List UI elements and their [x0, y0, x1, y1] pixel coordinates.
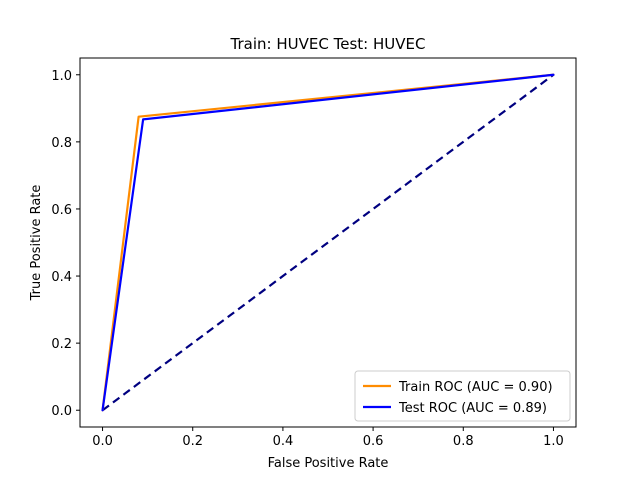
series-layer — [101, 73, 555, 412]
x-tick-label: 0.0 — [92, 434, 113, 449]
y-tick-label: 0.2 — [51, 337, 72, 352]
x-tick-label: 0.4 — [273, 434, 294, 449]
x-tick-label: 0.6 — [363, 434, 384, 449]
series-line-1 — [101, 73, 555, 412]
y-tick-label: 0.6 — [51, 203, 72, 218]
x-tick-label: 0.2 — [182, 434, 203, 449]
legend-entry-label: Test ROC (AUC = 0.89) — [398, 401, 547, 416]
y-axis: 0.0 0.2 0.4 0.6 0.8 1.0 — [51, 69, 80, 419]
chart-title: Train: HUVEC Test: HUVEC — [230, 35, 426, 53]
y-tick-label: 0.8 — [51, 136, 72, 151]
y-axis-label: True Positive Rate — [29, 185, 44, 302]
y-tick-label: 0.0 — [51, 404, 72, 419]
x-tick-label: 0.8 — [453, 434, 474, 449]
y-tick-label: 0.4 — [51, 270, 72, 285]
chance-diagonal-line — [101, 73, 555, 412]
y-tick-label: 1.0 — [51, 69, 72, 84]
x-tick-label: 1.0 — [543, 434, 564, 449]
plot-frame — [79, 57, 577, 428]
x-axis: 0.0 0.2 0.4 0.6 0.8 1.0 — [92, 427, 564, 449]
x-axis-label: False Positive Rate — [268, 456, 389, 471]
legend-box — [354, 370, 571, 422]
legend: Train ROC (AUC = 0.90) Test ROC (AUC = 0.… — [354, 370, 571, 422]
legend-entry-label: Train ROC (AUC = 0.90) — [398, 380, 553, 395]
